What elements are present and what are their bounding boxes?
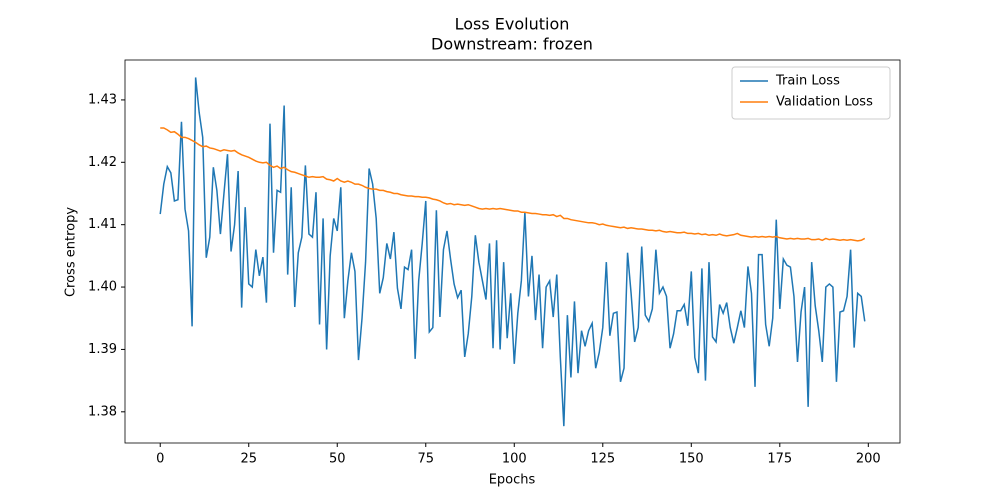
series-line <box>159 77 866 427</box>
y-axis-label: Cross entropy <box>64 207 79 297</box>
y-tick-label: 1.43 <box>88 92 117 107</box>
legend-label: Train Loss <box>775 74 840 89</box>
y-tick-label: 1.41 <box>88 217 117 232</box>
legend-label: Validation Loss <box>776 95 873 110</box>
x-tick-label: 125 <box>590 452 615 467</box>
y-tick-label: 1.42 <box>88 155 117 170</box>
series-line <box>160 127 866 242</box>
plot-frame <box>124 59 901 444</box>
x-tick-label: 175 <box>767 452 792 467</box>
chart-subtitle: Downstream: frozen <box>431 35 593 54</box>
x-tick-label: 75 <box>417 452 434 467</box>
chart-title: Loss Evolution <box>455 15 570 34</box>
x-tick-label: 150 <box>679 452 704 467</box>
x-tick-label: 200 <box>856 452 881 467</box>
y-tick-label: 1.39 <box>88 342 117 357</box>
legend-box <box>731 66 891 120</box>
x-tick-label: 50 <box>329 452 346 467</box>
x-tick-label: 100 <box>502 452 527 467</box>
x-tick-label: 25 <box>240 452 257 467</box>
x-axis-label: Epochs <box>489 473 536 488</box>
x-tick-label: 0 <box>156 452 164 467</box>
y-tick-label: 1.38 <box>88 404 117 419</box>
y-tick-label: 1.40 <box>88 280 117 295</box>
